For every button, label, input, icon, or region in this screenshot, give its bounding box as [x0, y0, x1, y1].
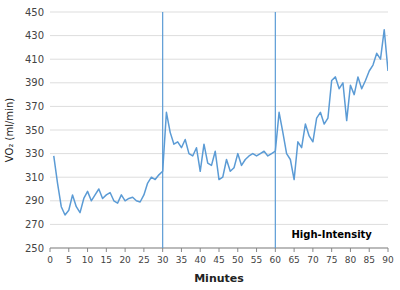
y-tick-label: 290 [25, 195, 44, 206]
x-tick [219, 248, 220, 252]
y-tick-label: 310 [25, 172, 44, 183]
x-tick-label: 10 [82, 255, 94, 265]
y-tick-label: 370 [25, 101, 44, 112]
x-tick [68, 248, 69, 252]
x-tick [275, 248, 276, 252]
annotation-text: High-Intensity [291, 229, 372, 240]
x-tick [162, 248, 163, 252]
line [54, 30, 388, 215]
x-tick [350, 248, 351, 252]
x-tick-label: 30 [157, 255, 169, 265]
phase-boundary [162, 12, 163, 248]
y-tick-label: 390 [25, 77, 44, 88]
y-tick-label: 270 [25, 219, 44, 230]
x-tick-label: 15 [101, 255, 112, 265]
x-tick-label: 80 [345, 255, 357, 265]
x-tick [125, 248, 126, 252]
x-tick-label: 5 [66, 255, 72, 265]
plot-area [54, 12, 388, 248]
x-tick-label: 60 [270, 255, 282, 265]
x-tick [369, 248, 370, 252]
x-tick [87, 248, 88, 252]
x-tick [50, 248, 51, 252]
x-tick-label: 70 [307, 255, 319, 265]
y-tick-label: 330 [25, 148, 44, 159]
x-tick-label: 65 [288, 255, 299, 265]
grid-line [50, 35, 388, 36]
x-tick [181, 248, 182, 252]
y-tick-label: 450 [25, 7, 44, 18]
x-tick [256, 248, 257, 252]
x-tick [388, 248, 389, 252]
x-axis-label: Minutes [194, 272, 244, 285]
x-tick-label: 90 [382, 255, 394, 265]
grid-line [50, 130, 388, 131]
x-tick [312, 248, 313, 252]
x-tick-label: 40 [194, 255, 206, 265]
x-tick [237, 248, 238, 252]
grid-line [50, 200, 388, 201]
chart: 250 270 290 310 330 350 370 390 410 430 450 0 5 10 15 2… [0, 0, 400, 290]
x-tick-label: 35 [176, 255, 187, 265]
x-tick [294, 248, 295, 252]
x-tick-label: 75 [326, 255, 337, 265]
x-tick [143, 248, 144, 252]
grid-line [50, 106, 388, 107]
x-tick [106, 248, 107, 252]
y-tick-label: 250 [25, 243, 44, 254]
phase-boundary [275, 12, 276, 248]
x-tick-label: 50 [232, 255, 244, 265]
grid-line [50, 12, 388, 13]
y-tick-label: 350 [25, 125, 44, 136]
x-tick-label: 55 [251, 255, 262, 265]
x-tick-label: 0 [47, 255, 53, 265]
grid-line [50, 153, 388, 154]
grid-line [50, 59, 388, 60]
y-tick-label: 430 [25, 30, 44, 41]
x-tick-label: 25 [138, 255, 149, 265]
x-tick [331, 248, 332, 252]
grid [50, 12, 388, 248]
grid-line [50, 224, 388, 225]
x-tick-label: 20 [119, 255, 131, 265]
x-tick [200, 248, 201, 252]
annotation: High-Intensity [289, 228, 374, 241]
y-axis-label: VO₂ (ml/min) [4, 98, 15, 162]
x-tick-label: 45 [213, 255, 224, 265]
x-tick-label: 85 [363, 255, 374, 265]
annotation-bg [289, 228, 374, 241]
y-tick-label: 410 [25, 54, 44, 65]
